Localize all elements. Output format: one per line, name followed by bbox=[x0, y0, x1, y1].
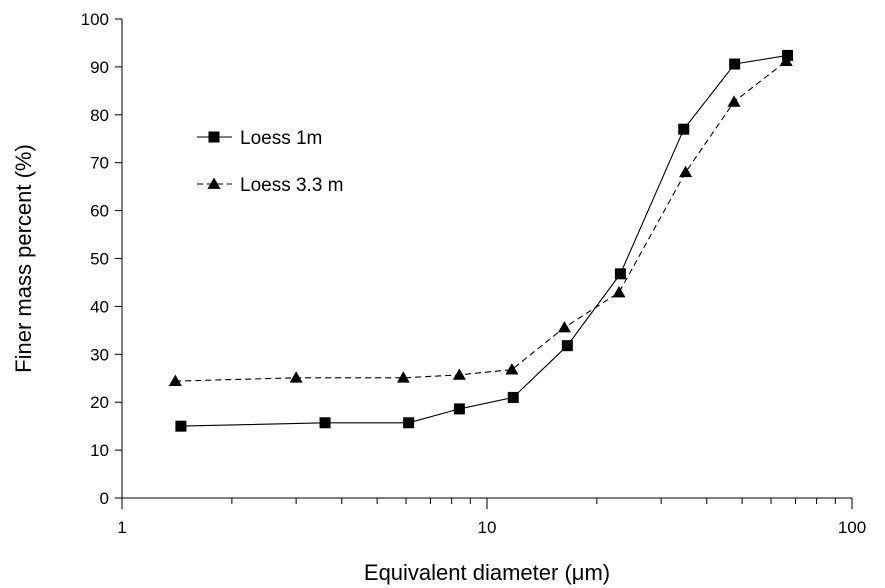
x-axis-title: Equivalent diameter (μm) bbox=[364, 560, 610, 585]
data-point bbox=[168, 374, 182, 386]
data-point bbox=[452, 368, 466, 380]
plot-area bbox=[168, 49, 794, 432]
series-line bbox=[180, 54, 788, 427]
legend-item-0: Loess 1m bbox=[197, 128, 322, 149]
legend-label: Loess 1m bbox=[240, 128, 322, 149]
y-tick-label: 60 bbox=[90, 202, 109, 221]
y-tick-label: 20 bbox=[90, 393, 109, 412]
series-line bbox=[175, 60, 787, 382]
y-tick-label: 30 bbox=[90, 345, 109, 364]
data-point bbox=[396, 371, 410, 383]
data-point bbox=[403, 417, 415, 429]
y-ticks: 0 10 20 30 40 50 60 70 80 90 100 bbox=[81, 10, 122, 508]
x-tick-label: 1 bbox=[117, 518, 126, 537]
data-point bbox=[561, 340, 573, 352]
x-ticks: 1 10 100 bbox=[117, 498, 866, 537]
y-tick-label: 90 bbox=[90, 58, 109, 77]
data-point bbox=[779, 54, 793, 67]
y-tick-label: 40 bbox=[90, 297, 109, 316]
series-0 bbox=[175, 49, 794, 432]
y-tick-label: 70 bbox=[90, 154, 109, 173]
y-tick-label: 0 bbox=[100, 489, 109, 508]
y-axis-title: Finer mass percent (%) bbox=[11, 144, 36, 373]
y-tick-label: 100 bbox=[81, 10, 109, 29]
data-point bbox=[289, 371, 303, 383]
legend-label: Loess 3.3 m bbox=[240, 175, 344, 196]
data-point bbox=[557, 320, 571, 333]
data-point bbox=[612, 286, 626, 298]
data-point bbox=[727, 95, 741, 107]
data-point bbox=[175, 420, 187, 432]
data-point bbox=[782, 49, 794, 61]
x-tick-label: 100 bbox=[838, 518, 866, 537]
legend-marker bbox=[207, 177, 221, 189]
series-1 bbox=[168, 54, 793, 386]
data-point bbox=[729, 58, 741, 70]
legend: Loess 1m Loess 3.3 m bbox=[197, 128, 344, 196]
data-point bbox=[319, 417, 331, 429]
data-point bbox=[507, 391, 519, 403]
axes bbox=[121, 19, 852, 499]
y-tick-label: 80 bbox=[90, 106, 109, 125]
data-point bbox=[453, 403, 465, 415]
y-tick-label: 50 bbox=[90, 250, 109, 269]
data-point bbox=[505, 363, 519, 375]
legend-marker bbox=[208, 131, 220, 143]
data-point bbox=[614, 268, 626, 280]
x-tick-label: 10 bbox=[478, 518, 497, 537]
data-point bbox=[679, 165, 693, 178]
y-tick-label: 10 bbox=[90, 441, 109, 460]
data-point bbox=[678, 123, 690, 135]
legend-item-1: Loess 3.3 m bbox=[197, 175, 344, 196]
